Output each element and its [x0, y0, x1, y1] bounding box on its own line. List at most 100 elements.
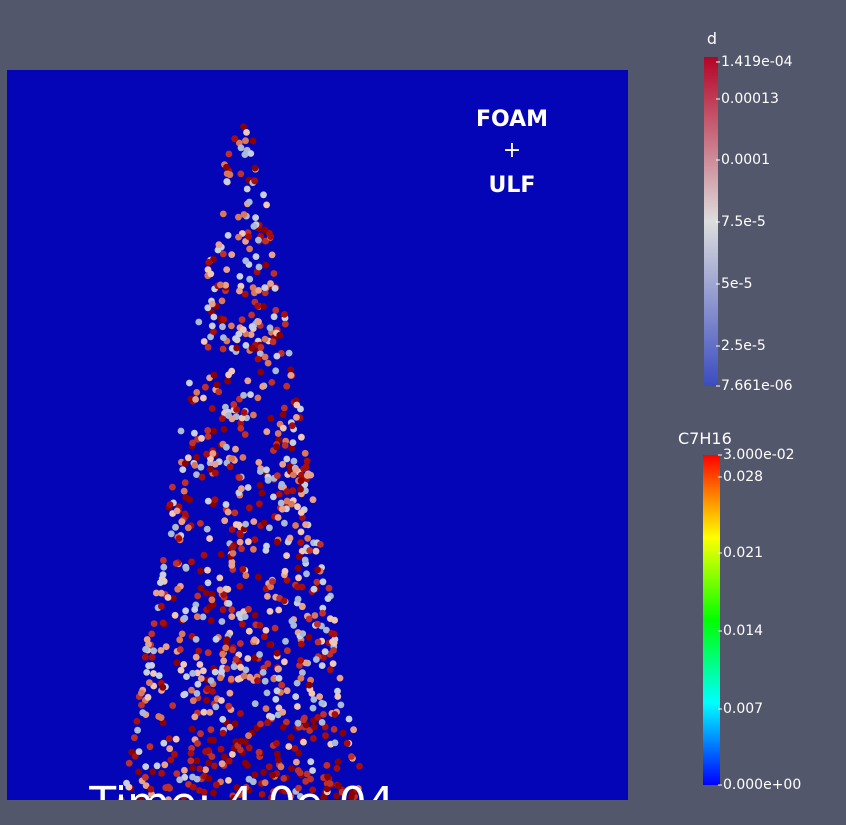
particle	[297, 486, 304, 493]
particle	[249, 323, 256, 330]
particle	[181, 488, 188, 495]
particle	[178, 518, 185, 525]
particle	[253, 253, 260, 260]
particle	[271, 313, 278, 320]
particle	[250, 138, 257, 145]
particle	[255, 237, 262, 244]
particle	[311, 724, 318, 731]
particle	[237, 664, 244, 671]
particle	[272, 696, 279, 703]
particle	[334, 765, 341, 772]
particle	[227, 690, 234, 697]
particle	[273, 443, 280, 450]
particle	[217, 587, 224, 594]
particle	[236, 611, 243, 618]
particle	[191, 606, 198, 613]
particle	[287, 535, 294, 542]
particle	[230, 401, 237, 408]
particle	[337, 675, 344, 682]
particle	[290, 622, 297, 629]
particle	[302, 450, 309, 457]
particle	[267, 608, 274, 615]
particle	[151, 620, 158, 627]
particle	[204, 685, 211, 692]
particle	[147, 743, 154, 750]
particle	[298, 529, 305, 536]
particle	[223, 501, 230, 508]
particle	[274, 687, 281, 694]
particle	[292, 693, 299, 700]
particle	[145, 694, 152, 701]
particle	[187, 757, 194, 764]
particle	[284, 488, 291, 495]
particle	[160, 557, 167, 564]
particle	[202, 384, 209, 391]
particle	[224, 586, 231, 593]
particle	[263, 428, 270, 435]
particle	[220, 657, 227, 664]
particle	[255, 303, 262, 310]
particle	[310, 696, 317, 703]
particle	[167, 501, 174, 508]
particle	[239, 316, 246, 323]
particle	[185, 454, 192, 461]
particle	[205, 433, 212, 440]
paraview-window: FOAM + ULF Time: 4.0e-04 d C7H16 1.419e-…	[0, 0, 846, 825]
particle	[316, 693, 323, 700]
particle	[246, 628, 253, 635]
particle	[209, 596, 216, 603]
particle	[256, 264, 263, 271]
particle	[270, 494, 277, 501]
particle	[276, 491, 283, 498]
particle	[236, 474, 243, 481]
particle	[144, 636, 151, 643]
particle	[189, 670, 196, 677]
particle	[235, 234, 242, 241]
particle	[243, 572, 250, 579]
particle	[306, 634, 313, 641]
particle	[255, 459, 262, 466]
particle	[232, 446, 239, 453]
particle	[306, 616, 313, 623]
particle	[189, 765, 196, 772]
particle	[205, 760, 212, 767]
particle	[295, 596, 302, 603]
particle	[315, 639, 322, 646]
particle	[264, 593, 271, 600]
particle	[242, 760, 249, 767]
particle	[275, 430, 282, 437]
particle	[284, 647, 291, 654]
legend-title: C7H16	[678, 429, 732, 448]
particle	[150, 647, 157, 654]
particle	[153, 590, 160, 597]
particle	[289, 422, 296, 429]
particle	[233, 345, 240, 352]
annotation-line: ULF	[489, 173, 536, 198]
particle	[218, 668, 225, 675]
particle	[182, 607, 189, 614]
particle	[246, 744, 253, 751]
annotation-line: FOAM	[476, 107, 548, 132]
particle	[194, 613, 201, 620]
particle	[280, 724, 287, 731]
particle	[272, 307, 279, 314]
particle	[274, 353, 281, 360]
particle	[274, 751, 281, 758]
particle	[252, 700, 259, 707]
particle	[297, 770, 304, 777]
particle	[228, 251, 235, 258]
particle	[260, 769, 267, 776]
particle	[172, 612, 179, 619]
particle	[223, 444, 230, 451]
legend-label: 7.661e-06	[721, 378, 793, 394]
particle	[261, 226, 268, 233]
particle	[158, 770, 165, 777]
particle	[195, 648, 202, 655]
particle	[191, 462, 198, 469]
particle	[138, 690, 145, 697]
particle	[219, 415, 226, 422]
particle	[332, 711, 339, 718]
particle	[241, 211, 248, 218]
particle	[183, 673, 190, 680]
particle	[298, 675, 305, 682]
